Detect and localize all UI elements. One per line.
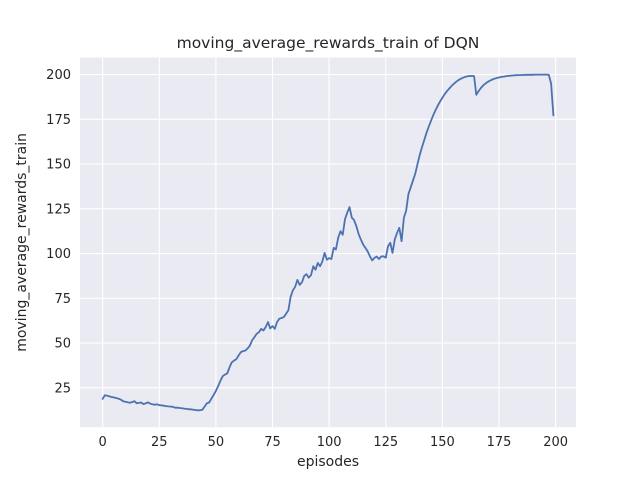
x-tick-label: 75 [264,435,281,450]
chart-title: moving_average_rewards_train of DQN [177,34,480,53]
x-tick-labels: 0 25 50 75 100 125 150 175 200 [99,435,569,450]
x-tick-label: 175 [487,435,512,450]
y-tick-label: 100 [46,247,71,262]
data-series [101,73,555,412]
y-tick-label: 50 [54,337,71,352]
y-tick-label: 150 [46,158,71,173]
y-tick-labels: 25 50 75 100 125 150 175 200 [46,68,71,396]
grid-lines [80,57,576,428]
y-axis-label: moving_average_rewards_train [14,133,30,352]
x-axis-label: episodes [297,454,359,470]
x-tick-label: 25 [151,435,168,450]
axes-background [80,57,576,428]
x-tick-label: 0 [99,435,107,450]
reward-line [101,73,555,412]
y-tick-label: 200 [46,68,71,83]
x-tick-label: 100 [317,435,342,450]
y-tick-label: 175 [46,113,71,128]
x-tick-label: 125 [373,435,398,450]
y-tick-label: 125 [46,202,71,217]
x-tick-label: 50 [208,435,225,450]
x-tick-label: 150 [430,435,455,450]
x-tick-label: 200 [543,435,568,450]
y-tick-label: 75 [54,292,71,307]
y-tick-label: 25 [54,381,71,396]
